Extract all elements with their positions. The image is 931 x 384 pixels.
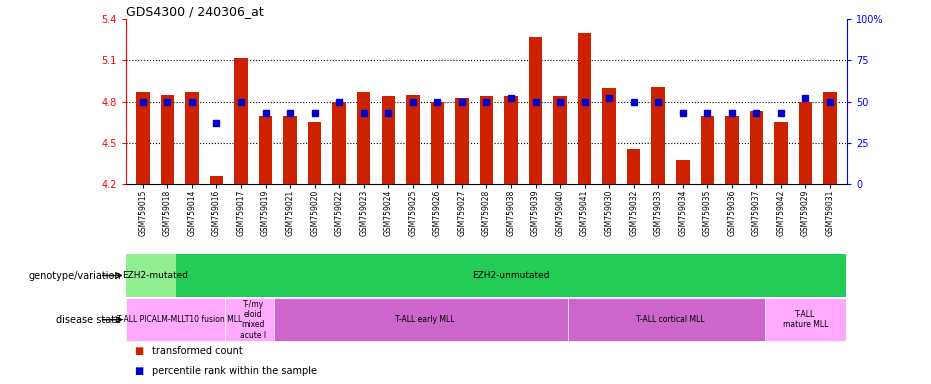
Bar [823, 92, 837, 184]
Bar [406, 95, 420, 184]
Bar [332, 102, 346, 184]
Bar [455, 98, 468, 184]
Bar [505, 96, 518, 184]
Bar [799, 102, 812, 184]
Bar [627, 149, 641, 184]
Bar [161, 95, 174, 184]
Bar [209, 176, 223, 184]
Bar [382, 96, 395, 184]
Bar [725, 116, 738, 184]
Bar [235, 58, 248, 184]
Bar [185, 92, 198, 184]
Bar [274, 298, 576, 341]
Bar [568, 298, 773, 341]
Text: ■: ■ [135, 366, 147, 376]
Text: disease state: disease state [56, 314, 121, 325]
Bar [578, 33, 591, 184]
Bar [224, 298, 282, 341]
Bar [676, 160, 690, 184]
Bar [431, 102, 444, 184]
Bar [700, 116, 714, 184]
Bar [308, 122, 321, 184]
Text: GDS4300 / 240306_at: GDS4300 / 240306_at [126, 5, 263, 18]
Bar [764, 298, 846, 341]
Bar [259, 116, 273, 184]
Bar [283, 116, 297, 184]
Bar [127, 298, 233, 341]
Text: transformed count: transformed count [152, 346, 242, 356]
Text: EZH2-unmutated: EZH2-unmutated [472, 271, 549, 280]
Bar [553, 96, 567, 184]
Text: T-ALL early MLL: T-ALL early MLL [396, 315, 455, 324]
Bar [357, 92, 371, 184]
Text: ■: ■ [135, 346, 147, 356]
Text: EZH2-mutated: EZH2-mutated [122, 271, 188, 280]
Bar [602, 88, 616, 184]
Text: percentile rank within the sample: percentile rank within the sample [152, 366, 317, 376]
Bar [529, 37, 542, 184]
Bar [479, 96, 493, 184]
Text: T-ALL cortical MLL: T-ALL cortical MLL [636, 315, 705, 324]
Bar [775, 122, 788, 184]
Text: T-ALL PICALM-MLLT10 fusion MLL: T-ALL PICALM-MLLT10 fusion MLL [117, 315, 242, 324]
Text: T-ALL
mature MLL: T-ALL mature MLL [783, 310, 829, 329]
Bar [127, 254, 183, 297]
Bar [749, 111, 763, 184]
Bar [652, 87, 665, 184]
Bar [136, 92, 150, 184]
Text: genotype/variation: genotype/variation [29, 270, 121, 281]
Text: T-/my
eloid
mixed
acute l: T-/my eloid mixed acute l [240, 300, 266, 340]
